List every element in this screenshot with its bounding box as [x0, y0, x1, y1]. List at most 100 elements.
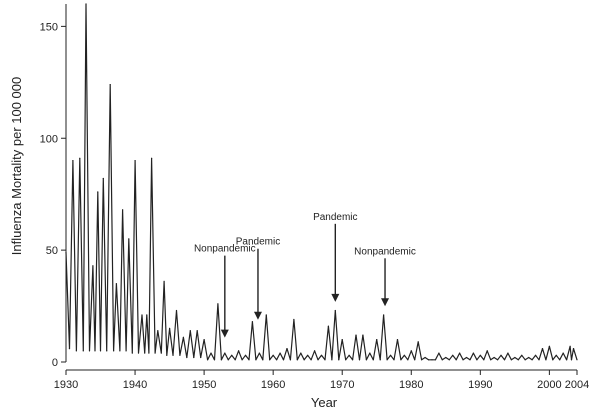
data-point-peak	[431, 359, 433, 361]
data-point-trough	[400, 359, 402, 361]
data-point-trough	[213, 359, 216, 361]
y-tick-label: 50	[46, 245, 58, 257]
data-point-peak	[128, 238, 130, 240]
data-point-trough	[296, 359, 298, 361]
annotation-label: Pandemic	[236, 237, 280, 248]
data-point-trough	[106, 350, 108, 352]
x-tick-label: 1930	[54, 379, 78, 391]
x-tick-label: 1950	[192, 379, 216, 391]
data-point-peak	[514, 356, 516, 359]
data-point-peak	[210, 352, 212, 354]
data-point-peak	[396, 339, 399, 341]
data-point-peak	[362, 334, 364, 336]
data-point-trough	[303, 359, 305, 361]
data-point-trough	[154, 352, 156, 354]
data-point-peak	[341, 339, 343, 341]
data-point-trough	[241, 359, 243, 361]
data-point-peak	[300, 352, 302, 354]
data-point-trough	[119, 350, 121, 352]
data-point-peak	[72, 160, 74, 162]
data-point-trough	[269, 359, 271, 361]
x-tick-label: 1990	[468, 379, 492, 391]
data-point-peak	[465, 356, 468, 359]
data-point-peak	[286, 347, 288, 350]
annotation-arrowhead	[253, 311, 262, 320]
data-point-peak	[258, 352, 260, 354]
data-point-peak	[79, 157, 81, 159]
data-point-trough	[172, 354, 174, 356]
data-point-trough	[255, 359, 257, 361]
data-point-trough	[510, 359, 512, 361]
data-point-peak	[417, 341, 419, 343]
data-point-peak	[452, 354, 454, 356]
data-point-peak	[424, 356, 426, 359]
data-point-peak	[203, 339, 205, 341]
x-tick-label: 2000	[537, 379, 561, 391]
data-point-peak	[383, 314, 385, 316]
series-layer	[65, 3, 578, 361]
data-point-trough	[113, 350, 115, 352]
data-point-trough	[88, 350, 91, 352]
data-point-peak	[548, 345, 550, 347]
data-point-trough	[137, 352, 140, 354]
data-point-peak	[493, 356, 495, 359]
data-point-trough	[289, 359, 292, 361]
data-point-peak	[97, 191, 99, 193]
data-point-peak	[251, 321, 254, 323]
data-point-peak	[134, 160, 136, 162]
data-point-peak	[157, 330, 159, 332]
data-point-trough	[441, 359, 443, 361]
data-point-trough	[372, 359, 374, 361]
mortality-series-line	[65, 3, 578, 361]
data-point-trough	[193, 356, 195, 359]
data-point-trough	[421, 359, 423, 361]
data-point-trough	[338, 359, 340, 361]
data-point-peak	[479, 354, 481, 356]
data-point-peak	[445, 356, 447, 359]
data-point-trough	[524, 359, 526, 361]
data-point-peak	[65, 251, 67, 253]
data-point-trough	[386, 359, 388, 361]
data-point-peak	[92, 265, 94, 267]
data-point-peak	[102, 177, 104, 180]
y-tick-label: 150	[40, 21, 58, 33]
data-point-peak	[109, 83, 111, 86]
data-point-peak	[196, 330, 198, 332]
data-point-peak	[528, 356, 530, 359]
annotation-label: Nonpandemic	[354, 246, 416, 257]
data-point-peak	[569, 345, 571, 347]
data-point-peak	[122, 209, 124, 211]
data-point-trough	[448, 359, 450, 361]
data-point-trough	[94, 350, 96, 352]
data-point-trough	[455, 359, 457, 361]
data-point-trough	[276, 359, 278, 361]
data-point-peak	[348, 354, 350, 356]
data-point-peak	[320, 354, 323, 356]
data-point-trough	[483, 359, 485, 361]
data-point-peak	[168, 327, 171, 330]
data-point-peak	[163, 280, 165, 283]
data-point-peak	[410, 350, 412, 352]
data-point-peak	[521, 354, 523, 356]
annotation-arrowhead	[331, 293, 340, 302]
data-point-trough	[462, 359, 464, 361]
annotation-arrowhead	[220, 329, 229, 338]
data-point-peak	[369, 352, 371, 354]
data-point-trough	[545, 359, 547, 361]
x-tick-label: 1980	[399, 379, 423, 391]
data-point-peak	[182, 336, 184, 338]
data-point-trough	[393, 359, 395, 361]
data-point-trough	[262, 359, 264, 361]
data-point-trough	[570, 359, 573, 361]
data-point-peak	[334, 309, 336, 312]
data-point-peak	[224, 352, 226, 354]
data-point-trough	[227, 359, 229, 361]
data-point-trough	[531, 359, 533, 361]
x-axis-title: Year	[311, 395, 338, 410]
data-point-peak	[355, 334, 357, 336]
data-point-trough	[476, 359, 478, 361]
data-point-trough	[434, 359, 437, 361]
data-point-trough	[490, 359, 492, 361]
y-axis-title: Influenza Mortality per 100 000	[9, 77, 24, 256]
